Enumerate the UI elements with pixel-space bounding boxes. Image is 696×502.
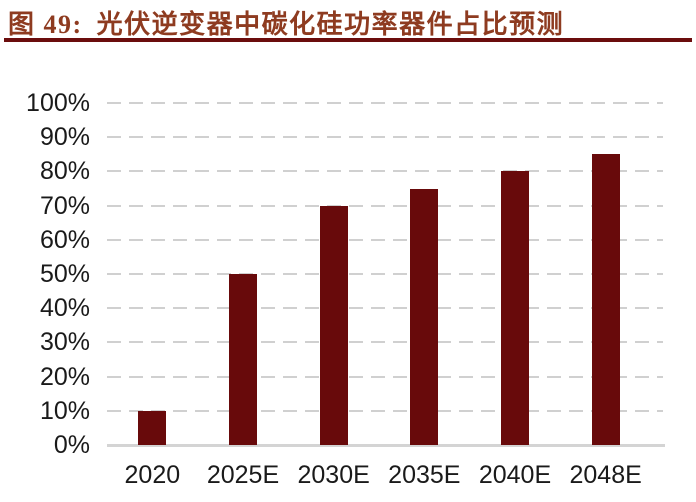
- h-gridline: [107, 273, 663, 275]
- y-tick-label: 10%: [39, 396, 90, 425]
- x-tick-label: 2035E: [388, 461, 461, 489]
- bar: [501, 171, 529, 445]
- y-tick-label: 60%: [39, 225, 90, 254]
- figure-number: 图 49:: [8, 10, 83, 39]
- bar: [410, 188, 439, 445]
- bar: [319, 205, 348, 445]
- figure-header: 图 49: 光伏逆变器中碳化硅功率器件占比预测: [8, 4, 692, 41]
- h-gridline: [107, 375, 663, 378]
- x-axis-line: [107, 444, 665, 447]
- x-tick-label: 2048E: [569, 461, 642, 489]
- h-gridline: [107, 409, 663, 412]
- h-gridline: [107, 170, 663, 173]
- h-gridline: [107, 102, 663, 104]
- y-tick-label: 100%: [26, 89, 90, 117]
- h-gridline: [107, 204, 663, 207]
- h-gridline: [107, 341, 663, 344]
- figure-title: 光伏逆变器中碳化硅功率器件占比预测: [96, 10, 565, 39]
- h-gridline: [107, 136, 663, 139]
- x-tick-label: 2020: [124, 461, 181, 489]
- y-tick-label: 30%: [39, 328, 90, 357]
- y-tick-label: 80%: [39, 157, 90, 186]
- y-tick-label: 50%: [39, 260, 90, 288]
- bar: [138, 410, 167, 445]
- x-tick-label: 2040E: [478, 461, 552, 489]
- y-tick-label: 20%: [39, 362, 90, 391]
- bar: [229, 274, 257, 445]
- y-tick-label: 0%: [53, 431, 90, 459]
- bar: [591, 154, 620, 445]
- h-gridline: [107, 307, 663, 310]
- y-tick-label: 90%: [39, 123, 90, 152]
- x-tick-label: 2030E: [297, 461, 370, 489]
- x-tick-label: 2025E: [206, 461, 280, 489]
- y-tick-label: 40%: [39, 294, 90, 323]
- h-gridline: [107, 238, 663, 241]
- bar-chart: 0% 10% 20% 30% 40% 50% 60% 70% 80% 90% 100% 2020 202…: [0, 42, 696, 502]
- y-tick-label: 70%: [39, 191, 90, 220]
- title-divider: [4, 38, 692, 42]
